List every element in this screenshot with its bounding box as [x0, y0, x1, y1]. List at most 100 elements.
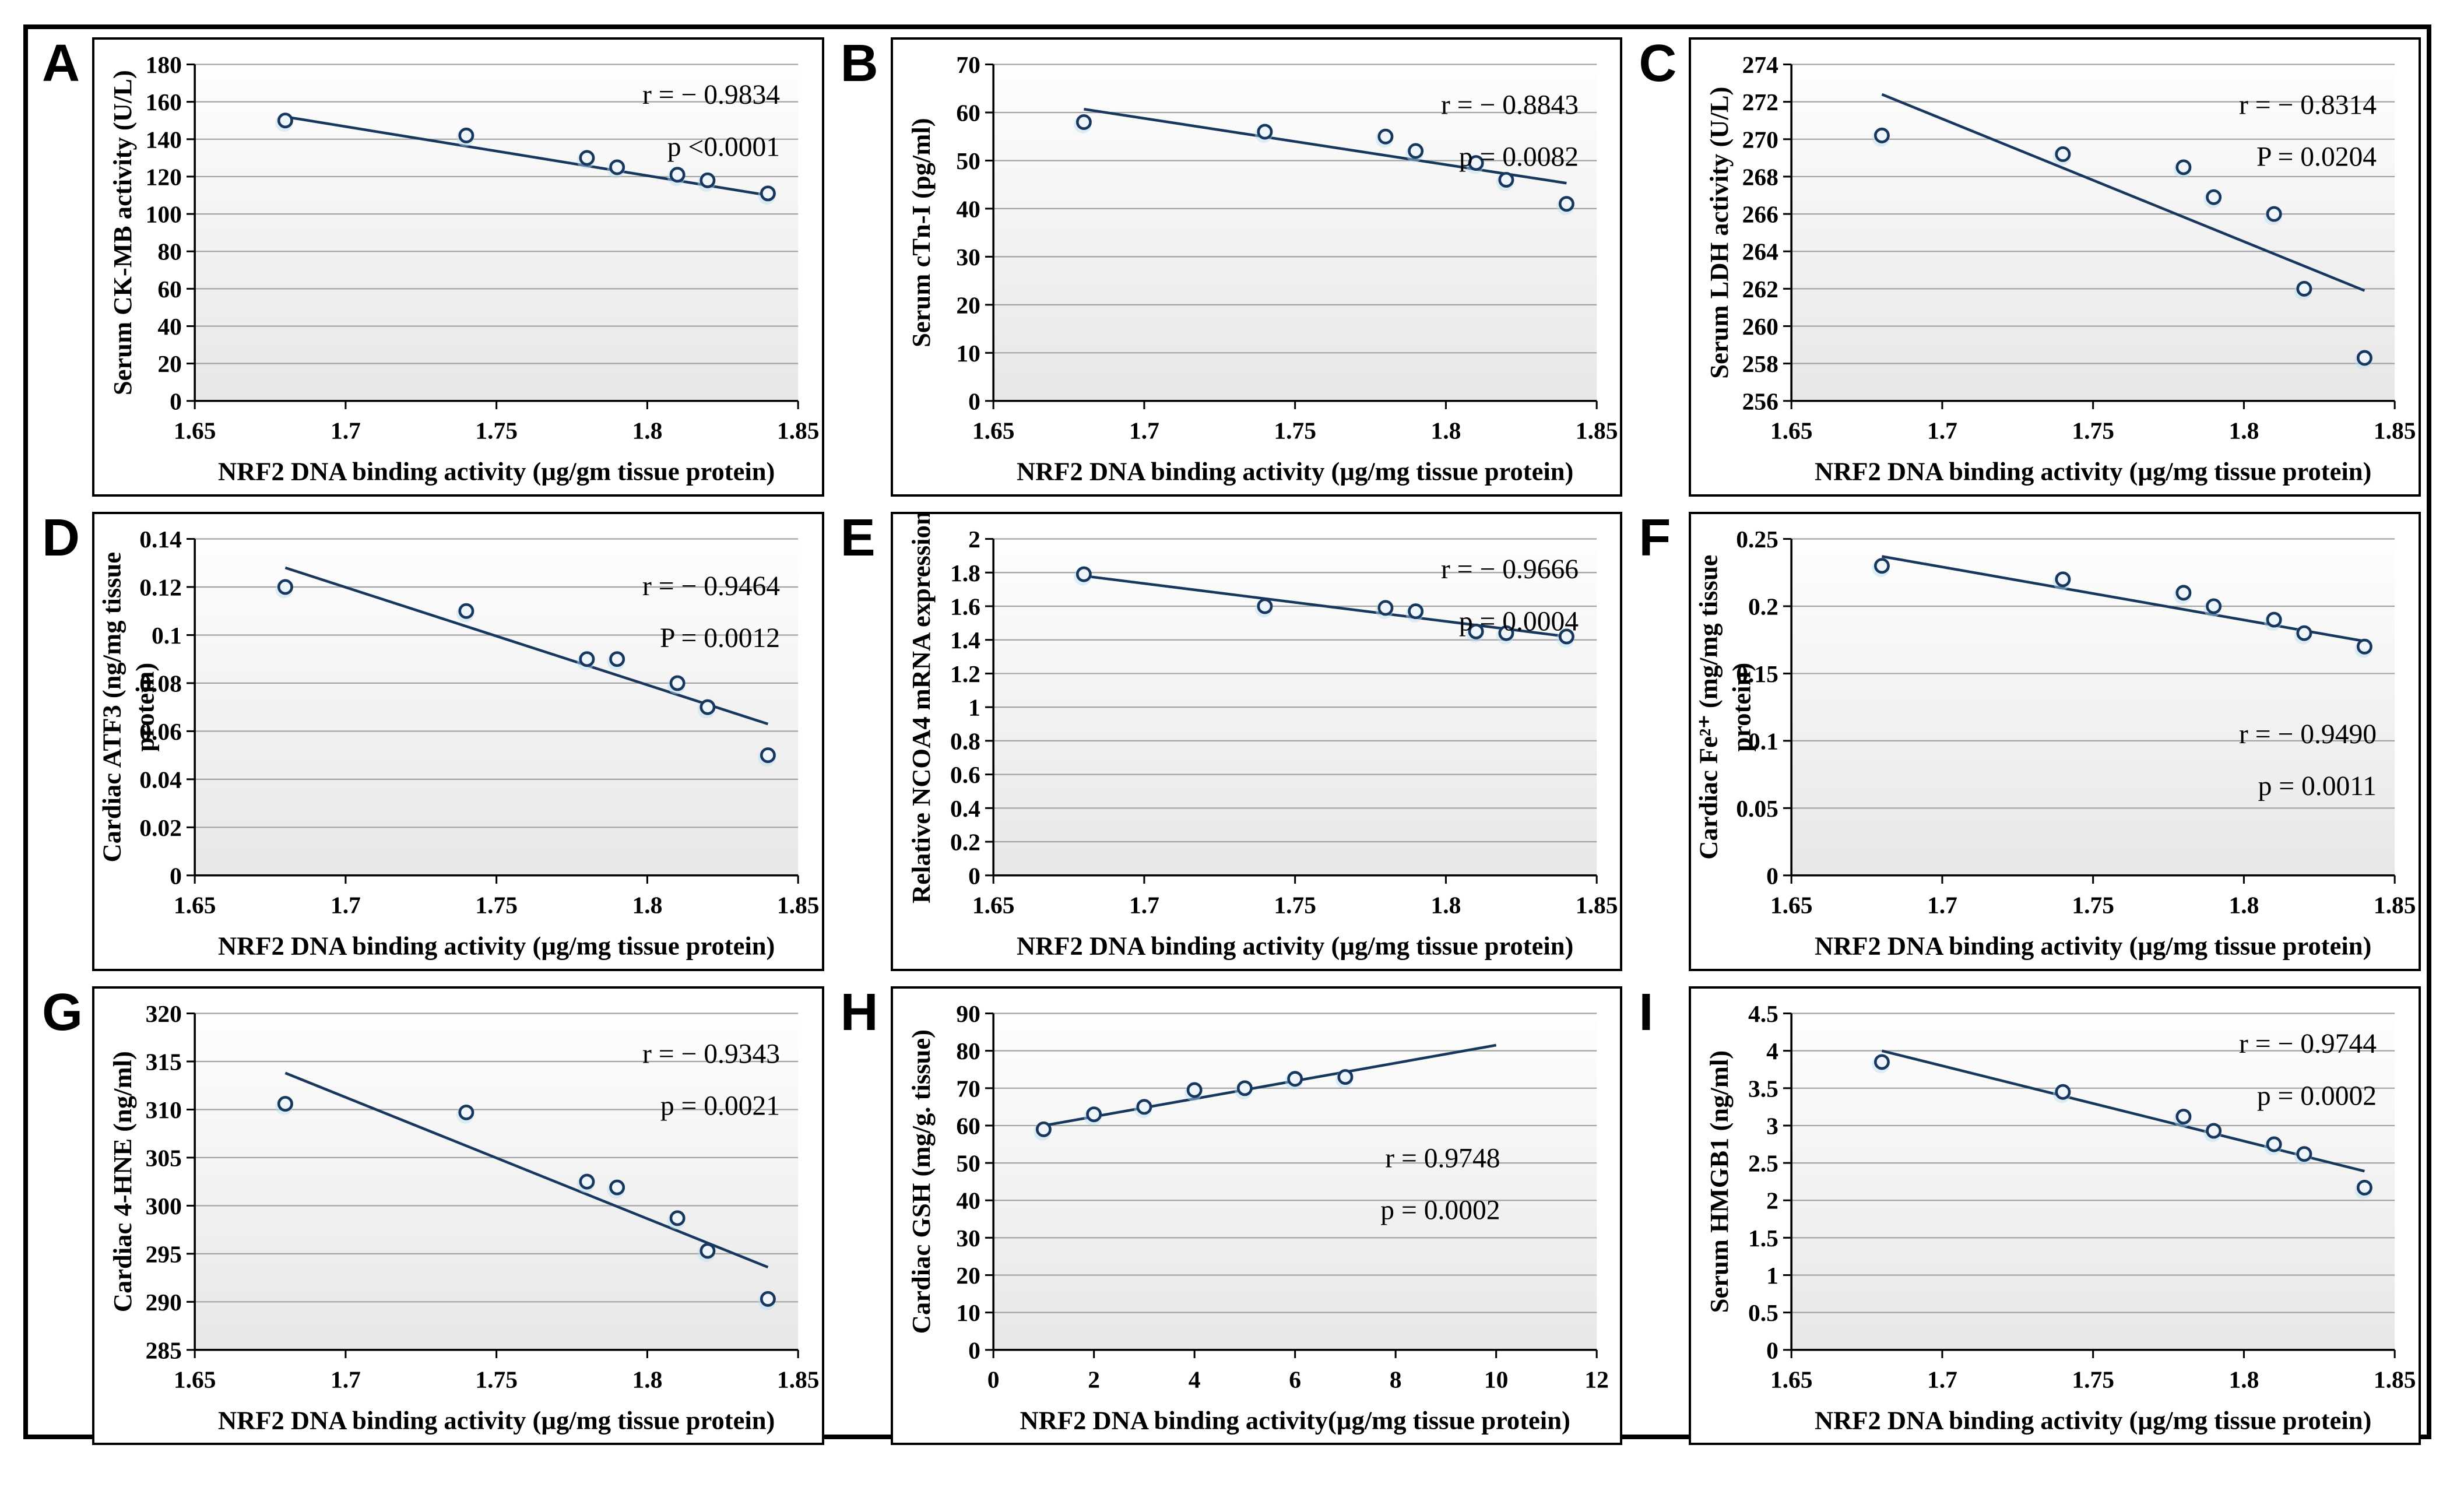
chart-C: 256 258 260 262 264 266 268 270 272 274 1.65 1.7 1.7… — [1704, 51, 2416, 486]
x-tick-label: 1.65 — [174, 1366, 216, 1393]
panel-label-I: I — [1639, 983, 1654, 1042]
data-point — [1257, 124, 1273, 140]
y-tick-label: 4 — [1766, 1038, 1778, 1064]
x-tick-label: 1.7 — [1129, 417, 1159, 444]
y-tick-label: 305 — [146, 1144, 182, 1171]
y-tick-label: 260 — [1742, 313, 1778, 340]
y-tick-label: 0.06 — [139, 718, 182, 745]
x-axis-title: NRF2 DNA binding activity (µg/mg tissue … — [1017, 931, 1573, 960]
x-tick-label: 1.75 — [475, 1366, 518, 1393]
y-axis-ticks: 0 0.05 0.1 0.15 0.2 0.25 — [1737, 526, 1792, 889]
y-tick-label: 4.5 — [1748, 1000, 1778, 1027]
x-tick-label: 1.7 — [1927, 891, 1957, 918]
data-point — [1337, 1068, 1354, 1085]
y-tick-label: 70 — [956, 51, 980, 78]
data-point — [1407, 603, 1423, 619]
y-tick-label: 0.8 — [950, 727, 980, 754]
data-point — [2055, 146, 2071, 162]
data-point — [669, 675, 686, 691]
data-point — [2296, 1145, 2312, 1162]
data-point — [458, 603, 474, 619]
y-tick-label: 120 — [146, 163, 182, 190]
data-point — [1186, 1082, 1203, 1098]
panel-label-H: H — [840, 983, 878, 1042]
x-axis-title: NRF2 DNA binding activity (µg/mg tissue … — [218, 1405, 775, 1435]
data-point — [700, 699, 716, 715]
x-axis-title: NRF2 DNA binding activity (µg/mg tissue … — [218, 931, 775, 960]
y-tick-label: 50 — [956, 1149, 980, 1176]
panel-cell-C: C 256 258 260 262 264 266 268 270 272 274 1.65 1.7 1… — [1630, 34, 2421, 497]
chart-B: 0 10 20 30 40 50 60 70 1.65 1.7 1.75 1.8 1.85 r = − 0… — [906, 51, 1618, 486]
y-tick-label: 1.2 — [950, 660, 980, 687]
data-point — [277, 579, 293, 595]
y-tick-label: 2.5 — [1748, 1149, 1778, 1176]
x-tick-label: 1.8 — [632, 891, 662, 918]
y-tick-label: 3.5 — [1748, 1075, 1778, 1102]
x-axis-title: NRF2 DNA binding activity (µg/mg tissue … — [1017, 456, 1573, 486]
y-tick-label: 1 — [968, 694, 980, 720]
data-point — [2266, 206, 2282, 222]
plot-area — [1791, 539, 2395, 876]
data-point — [1236, 1080, 1253, 1096]
y-tick-label: 20 — [956, 291, 980, 318]
chart-F: 0 0.05 0.1 0.15 0.2 0.25 1.65 1.7 1.75 1.8 1.85 r =… — [1694, 526, 2416, 960]
y-tick-label: 40 — [157, 313, 182, 340]
x-tick-label: 1.8 — [2229, 417, 2259, 444]
y-tick-label: 80 — [157, 238, 182, 265]
panel-H: 0 10 20 30 40 50 60 70 80 90 0 2 4 6 8 10 12 r = 0.9748 p … — [890, 986, 1623, 1446]
data-point — [2175, 159, 2192, 175]
y-tick-label: 0.6 — [950, 761, 980, 788]
data-point — [609, 651, 625, 667]
y-axis-ticks: 285 290 295 300 305 310 315 320 — [146, 1000, 195, 1363]
x-axis-ticks: 1.65 1.7 1.75 1.8 1.85 — [1770, 875, 2416, 918]
y-tick-label: 0.08 — [139, 670, 182, 697]
x-tick-label: 1.75 — [2072, 891, 2115, 918]
data-point — [2206, 1123, 2222, 1138]
data-point — [669, 1210, 686, 1226]
data-points — [275, 579, 776, 767]
x-tick-label: 4 — [1188, 1366, 1200, 1393]
y-tick-label: 40 — [956, 195, 980, 222]
panel-cell-F: F 0 0.05 0.1 0.15 0.2 0.25 1.65 1.7 1.75 1.8 1.85 r… — [1630, 509, 2421, 971]
y-tick-label: 0 — [170, 388, 182, 414]
y-tick-label: 274 — [1742, 51, 1778, 78]
r-value-label: r = − 0.9343 — [642, 1039, 780, 1069]
data-point — [579, 1173, 595, 1190]
data-points — [1872, 558, 2373, 658]
data-point — [2206, 189, 2222, 205]
x-axis-title: NRF2 DNA binding activity(µg/mg tissue p… — [1020, 1405, 1570, 1435]
y-tick-label: 90 — [956, 1000, 980, 1027]
y-tick-label: 0.1 — [1748, 727, 1778, 754]
data-point — [760, 747, 776, 763]
panel-label-D: D — [42, 508, 80, 567]
y-axis-title: Cardiac Fe²⁺ (mg/mg tissue — [1694, 554, 1723, 859]
data-point — [1498, 171, 1514, 188]
y-tick-label: 180 — [146, 51, 182, 78]
y-tick-label: 0.25 — [1737, 526, 1779, 553]
data-point — [2296, 280, 2312, 297]
trend-line — [1083, 574, 1567, 638]
plot-area — [1791, 1013, 2395, 1350]
data-point — [2055, 571, 2071, 588]
y-tick-label: 0 — [968, 862, 980, 889]
y-tick-label: 266 — [1742, 201, 1778, 228]
y-tick-label: 0.04 — [139, 766, 182, 793]
p-value-label: p = 0.0002 — [2257, 1081, 2377, 1111]
plot-area — [195, 539, 799, 876]
x-axis-title: NRF2 DNA binding activity (µg/gm tissue … — [218, 456, 775, 486]
data-point — [1085, 1106, 1102, 1122]
data-point — [1287, 1070, 1303, 1087]
y-tick-label: 0.2 — [1748, 593, 1778, 620]
x-tick-label: 12 — [1584, 1366, 1609, 1393]
r-value-label: r = − 0.8843 — [1441, 90, 1579, 120]
data-points — [275, 113, 776, 205]
y-tick-label: 290 — [146, 1288, 182, 1315]
y-axis-ticks: 0 10 20 30 40 50 60 70 — [956, 51, 993, 414]
trend-line — [1882, 555, 2365, 643]
r-value-label: r = − 0.9464 — [642, 571, 780, 602]
y-tick-label: 1 — [1766, 1262, 1778, 1289]
gridlines — [993, 64, 1597, 354]
y-tick-label: 270 — [1742, 126, 1778, 153]
x-tick-label: 1.85 — [2374, 1366, 2416, 1393]
p-value-label: p = 0.0021 — [660, 1091, 780, 1121]
